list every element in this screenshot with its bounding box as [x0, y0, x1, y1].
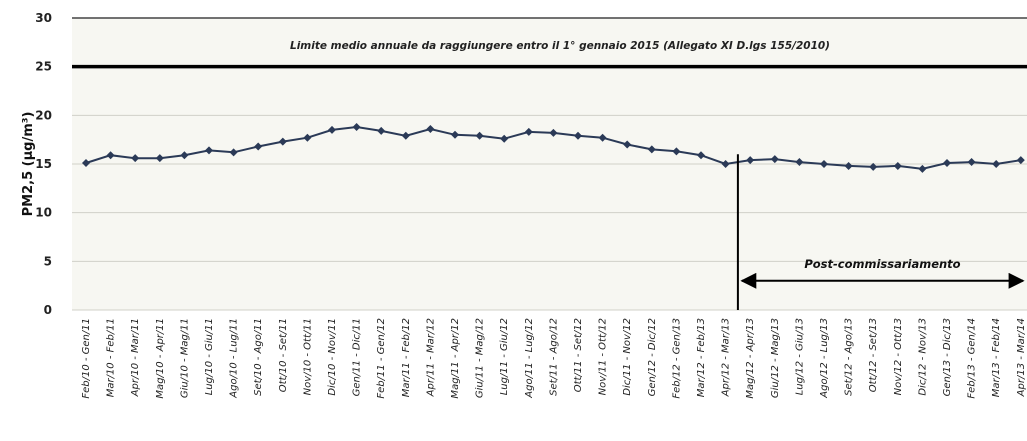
x-tick-label: Set/11 - Ago/12 [548, 318, 559, 396]
x-tick-label: Dic/11 - Nov/12 [622, 318, 633, 396]
x-tick-label: Ago/12 - Lug/13 [819, 318, 830, 399]
x-tick-label: Gen/12 - Dic/12 [647, 318, 658, 396]
data-point [180, 151, 189, 160]
y-axis-label: PM2,5 (µg/m³) [21, 112, 36, 217]
data-point [303, 133, 312, 142]
data-point [155, 154, 164, 163]
x-tick-label: Nov/10 - Ott/11 [302, 318, 313, 395]
data-point [721, 160, 730, 168]
x-tick-label: Mag/11 - Apr/12 [450, 318, 461, 399]
x-tick-label: Set/12 - Ago/13 [844, 318, 855, 396]
x-tick-label: Ago/11 - Lug/12 [524, 318, 535, 399]
x-tick-label: Giu/12 - Mag/13 [770, 318, 781, 398]
data-point [500, 134, 509, 143]
data-point [598, 133, 607, 142]
data-point [746, 156, 755, 165]
data-point [770, 155, 779, 164]
data-point [647, 145, 656, 154]
data-point [918, 164, 927, 173]
post-commissariamento-group: Post-commissariamento [736, 154, 1025, 310]
data-point [401, 131, 410, 140]
data-point [278, 137, 287, 146]
x-tick-label: Nov/11 - Ott/12 [598, 318, 609, 395]
data-point [672, 147, 681, 156]
data-point [967, 158, 976, 167]
post-commissariamento-label: Post-commissariamento [804, 257, 960, 271]
data-point [549, 128, 558, 137]
x-tick-label: Ott/10 - Set/11 [278, 318, 289, 392]
x-tick-label: Lug/10 - Giu/11 [204, 318, 215, 395]
x-tick-label: Mar/11 - Feb/12 [401, 318, 412, 397]
x-tick-label: Giu/11 - Mag/12 [475, 318, 486, 398]
x-tick-label: Dic/10 - Nov/11 [327, 318, 338, 396]
grid-lines [72, 17, 1027, 311]
x-tick-label: Nov/12 - Ott/13 [893, 318, 904, 395]
x-tick-label: Set/10 - Ago/11 [253, 318, 264, 396]
data-point [426, 124, 435, 133]
x-tick-label: Mag/10 - Apr/11 [155, 318, 166, 399]
y-tick-label: 25 [35, 60, 52, 74]
x-tick-label: Feb/12 - Gen/13 [671, 318, 682, 399]
data-point [475, 131, 484, 140]
data-point [229, 148, 238, 157]
x-tick-label: Giu/10 - Mag/11 [179, 318, 190, 398]
data-point [992, 160, 1001, 168]
x-tick-label: Mar/13 - Feb/14 [991, 318, 1002, 397]
x-tick-label: Mar/12 - Feb/13 [696, 318, 707, 397]
data-point [623, 140, 632, 149]
x-tick-label: Mag/12 - Apr/13 [745, 318, 756, 399]
y-tick-label: 15 [35, 157, 52, 171]
data-point [205, 146, 213, 155]
data-point [943, 159, 951, 168]
data-point [524, 127, 533, 136]
x-tick-label: Apr/13 - Mar/14 [1016, 318, 1027, 397]
x-tick-label: Feb/10 - Gen/11 [81, 318, 92, 399]
y-tick-label: 0 [44, 303, 52, 317]
x-tick-label: Lug/11 - Giu/12 [499, 318, 510, 395]
data-point [697, 151, 705, 160]
data-point [893, 161, 902, 170]
x-tick-label: Gen/11 - Dic/11 [352, 318, 363, 396]
data-point [106, 151, 115, 160]
data-point [82, 159, 90, 168]
data-point [328, 125, 336, 134]
x-tick-label: Ott/11 - Set/12 [573, 318, 584, 392]
data-point [451, 130, 459, 139]
data-point [377, 126, 386, 135]
data-point [795, 158, 804, 167]
x-tick-label: Feb/13 - Gen/14 [967, 318, 978, 399]
x-tick-label: Apr/12 - Mar/13 [721, 318, 732, 397]
data-point [1016, 156, 1025, 165]
x-tick-label: Ago/10 - Lug/11 [229, 318, 240, 399]
x-tick-label: Apr/11 - Mar/12 [425, 318, 436, 397]
data-point [844, 161, 853, 170]
y-tick-label: 10 [35, 206, 52, 220]
y-tick-label: 30 [35, 11, 52, 25]
limit-annotation: Limite medio annuale da raggiungere entr… [290, 40, 830, 52]
limit-group: Limite medio annuale da raggiungere entr… [72, 40, 1027, 69]
data-point [131, 154, 140, 163]
x-tick-label: Feb/11 - Gen/12 [376, 318, 387, 399]
y-tick-labels: 0 5 10 15 20 25 30 [35, 11, 52, 317]
x-tick-label: Apr/10 - Mar/11 [130, 318, 141, 397]
x-tick-label: Lug/12 - Giu/13 [794, 318, 805, 395]
y-tick-label: 5 [44, 254, 52, 268]
data-point [254, 142, 263, 151]
x-tick-label: Ott/12 - Set/13 [868, 318, 879, 392]
data-point [574, 131, 582, 140]
y-tick-label: 20 [35, 108, 52, 122]
x-tick-label: Mar/10 - Feb/11 [106, 318, 117, 397]
x-tick-label: Gen/13 - Dic/13 [942, 318, 953, 396]
x-tick-labels: Feb/10 - Gen/11 Mar/10 - Feb/11 Apr/10 - M… [81, 318, 1027, 399]
data-point [869, 162, 878, 171]
x-tick-label: Dic/12 - Nov/13 [917, 318, 928, 396]
data-point [352, 123, 361, 132]
data-point [820, 160, 828, 168]
series-line-group [82, 123, 1025, 173]
